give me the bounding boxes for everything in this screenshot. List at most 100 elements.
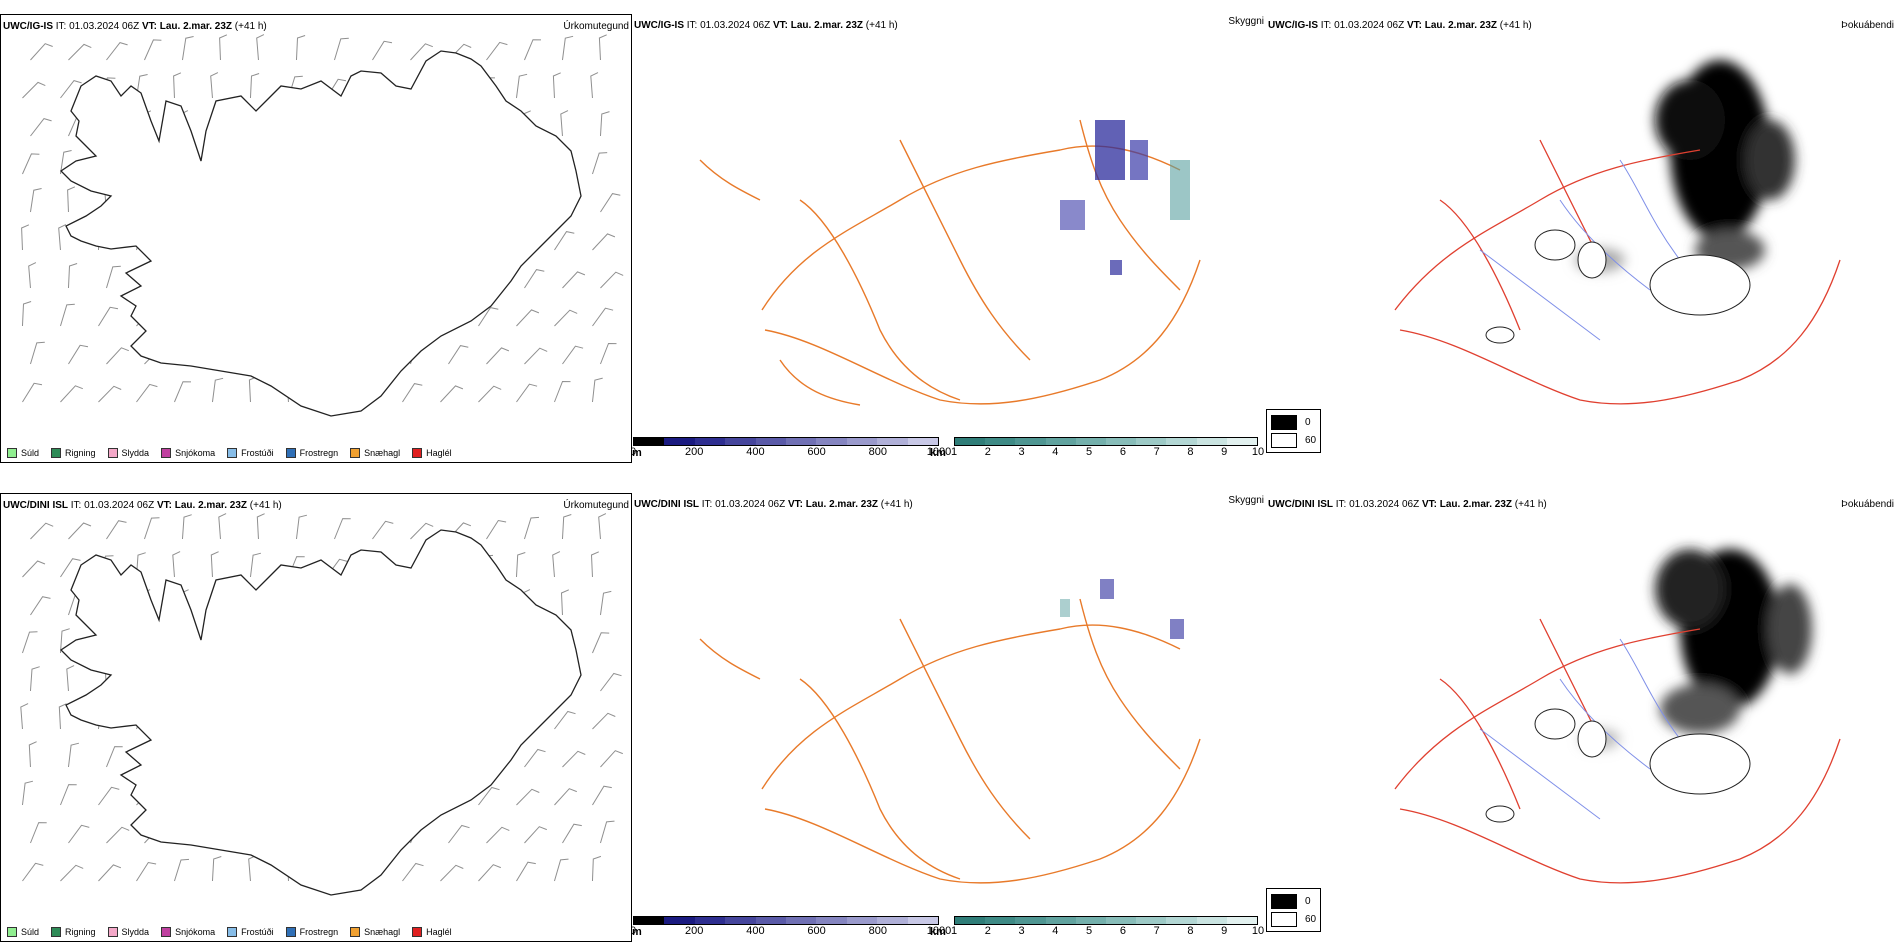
wind-barb [562,271,586,289]
wind-barb [448,345,469,365]
fog-scale-label: 60 [1305,434,1317,446]
visibility-m-colorbar: 0 200 400 600 800 1000 m [632,437,951,459]
legend-label: Rigning [65,448,96,458]
precip-legend: Súld Rigning Slydda Snjókoma Frostúði Frostre… [7,448,452,458]
legend-swatch [107,927,118,937]
panel-title: Skyggni [1228,495,1264,506]
wind-barb [20,703,29,730]
wind-barb [592,632,610,654]
wind-barb [106,826,130,844]
wind-barb [410,522,434,540]
wind-barb [554,309,578,327]
colorbar-segment [1045,438,1076,445]
panel-header: UWC/IG-IS IT: 01.03.2024 06Z VT: Lau. 2.… [634,20,898,31]
colorbar-tick-label: 6 [1119,446,1126,458]
wind-barb [60,385,83,403]
colorbar-segment [955,438,986,445]
wind-barb [478,786,500,806]
colorbar-tick-label: 600 [807,446,826,458]
wind-barb [440,864,464,882]
wind-barb [560,110,569,137]
legend-swatch [51,927,62,937]
m-colorbar-ticks: 0 200 400 600 800 1000 [632,925,951,937]
wind-barb [524,347,548,365]
wind-barb [591,152,608,175]
m-unit-label: m [632,447,642,459]
legend-item: Rigning [51,448,96,458]
fog-scale-label: 0 [1305,416,1311,428]
wind-barb [591,855,602,882]
wind-barb [554,231,575,251]
colorbar-segment [907,917,939,924]
legend-item: Haglél [412,927,452,937]
wind-barb [68,344,89,365]
fog-scale-row: 0 [1271,892,1316,910]
wind-barb [249,73,260,99]
wind-barb [219,34,228,61]
wind-barb [524,748,546,768]
colorbar-tick-label: 7 [1153,925,1160,937]
fog-scale-row: 60 [1271,910,1316,928]
road-network [1394,139,1841,405]
wind-barb [58,224,67,251]
wind-barb [592,712,616,730]
legend-swatch [7,448,17,458]
legend-swatch [107,448,118,458]
colorbar-segment [985,438,1016,445]
wind-barb [486,519,507,540]
legend-swatch [285,927,296,937]
wind-barb [173,858,190,882]
m-colorbar-strip [633,916,939,925]
colorbar-tick-label: 400 [746,446,765,458]
colorbar-segment [1226,917,1258,924]
legend-label: Frostregn [299,927,339,937]
wind-barb [515,552,526,578]
colorbar-segment [755,438,787,445]
wind-barb [22,382,43,403]
wind-barb [29,666,40,692]
colorbar-tick-label: 200 [685,925,704,937]
wind-barb [560,589,570,616]
colorbar-segment [664,917,695,924]
colorbar-segment [1015,438,1046,445]
wind-barb [136,383,158,403]
wind-barb [478,385,502,403]
wind-barb [136,861,157,882]
iceland-map-fog-index [1394,60,1841,405]
legend-item: Súld [7,448,39,458]
km-colorbar-strip [954,437,1258,446]
wind-barb [372,40,393,61]
colorbar-tick-label: 9 [1221,446,1228,458]
colorbar-segment [955,917,986,924]
wind-barb [333,37,349,61]
wind-barb [448,824,470,844]
wind-barb [600,193,621,213]
legend-item: Snjókoma [161,927,215,937]
fog-index-panel-row2: UWC/DINI ISL IT: 01.03.2024 06Z VT: Lau.… [1266,493,1900,942]
wind-barb [523,516,540,540]
colorbar-tick-label: 200 [685,446,704,458]
legend-swatch [412,448,423,458]
wind-barb [106,520,127,540]
legend-swatch [285,448,296,458]
legend-swatch [161,448,172,458]
legend-item: Haglél [412,448,452,458]
colorbar-segment [1226,438,1258,445]
wind-barb [67,742,80,768]
m-colorbar-ticks: 0 200 400 600 800 1000 [632,446,951,458]
legend-swatch [161,927,172,937]
precip-legend: Súld Rigning Slydda Snjókoma Frostúði Frostre… [7,927,452,937]
fog-scale-label: 0 [1305,895,1311,907]
panel-header: UWC/DINI ISL IT: 01.03.2024 06Z VT: Lau.… [3,500,282,511]
legend-item: Snæhagl [350,448,400,458]
panel-header: UWC/IG-IS IT: 01.03.2024 06Z VT: Lau. 2.… [3,21,267,32]
visibility-km-colorbar: 1 2 3 4 5 6 7 8 9 10 km [930,437,1264,459]
wind-barb [600,271,624,289]
fog-scale-row: 60 [1271,431,1316,449]
wind-barb [22,560,46,578]
legend-item: Frostregn [285,448,338,458]
colorbar-tick-label: 10 [1251,925,1265,937]
colorbar-tick-label: 7 [1153,446,1160,458]
fog-scale-swatch [1271,911,1297,927]
colorbar-tick-label: 800 [868,446,887,458]
